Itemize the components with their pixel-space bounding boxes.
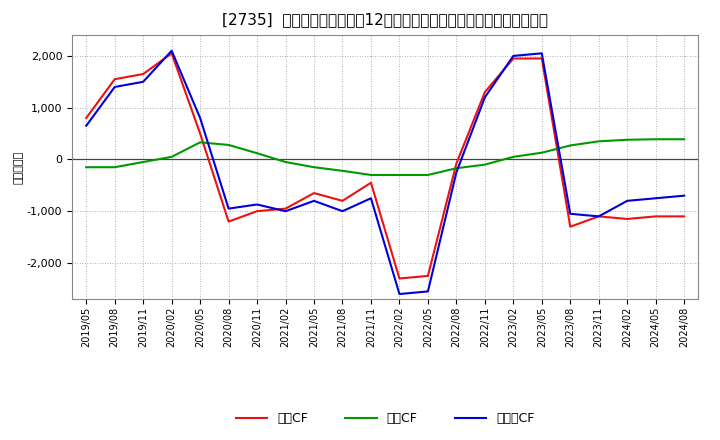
Title: [2735]  キャッシュフローの12か月移動合計の対前年同期増減額の推移: [2735] キャッシュフローの12か月移動合計の対前年同期増減額の推移 [222,12,548,27]
営業CF [253,209,261,214]
フリーCF [366,196,375,201]
投資CF [366,172,375,178]
投資CF [225,142,233,147]
営業CF [196,131,204,136]
営業CF [167,51,176,56]
フリーCF [623,198,631,203]
投資CF [253,150,261,156]
フリーCF [480,95,489,100]
営業CF [509,56,518,61]
投資CF [509,154,518,159]
投資CF [480,162,489,167]
投資CF [680,136,688,142]
フリーCF [338,209,347,214]
営業CF [680,214,688,219]
フリーCF [509,53,518,59]
投資CF [395,172,404,178]
フリーCF [310,198,318,203]
投資CF [282,159,290,165]
投資CF [338,168,347,173]
フリーCF [680,193,688,198]
営業CF [423,273,432,279]
営業CF [480,89,489,95]
投資CF [537,150,546,155]
営業CF [82,115,91,121]
Line: 営業CF: 営業CF [86,53,684,279]
投資CF [452,165,461,171]
フリーCF [652,196,660,201]
フリーCF [82,123,91,128]
投資CF [139,159,148,165]
フリーCF [110,84,119,90]
投資CF [595,139,603,144]
営業CF [282,206,290,211]
営業CF [566,224,575,229]
投資CF [566,143,575,148]
営業CF [537,56,546,61]
Line: 投資CF: 投資CF [86,139,684,175]
営業CF [338,198,347,203]
フリーCF [595,214,603,219]
フリーCF [139,79,148,84]
フリーCF [566,211,575,216]
フリーCF [452,170,461,175]
営業CF [139,71,148,77]
投資CF [196,140,204,145]
投資CF [423,172,432,178]
営業CF [395,276,404,281]
営業CF [110,77,119,82]
Legend: 営業CF, 投資CF, フリーCF: 営業CF, 投資CF, フリーCF [231,407,539,430]
投資CF [652,136,660,142]
フリーCF [395,291,404,297]
営業CF [310,191,318,196]
営業CF [652,214,660,219]
営業CF [595,214,603,219]
投資CF [623,137,631,143]
投資CF [82,165,91,170]
フリーCF [423,289,432,294]
フリーCF [282,209,290,214]
営業CF [623,216,631,222]
投資CF [167,154,176,159]
営業CF [366,180,375,185]
フリーCF [253,202,261,207]
Y-axis label: （百万円）: （百万円） [14,150,24,184]
Line: フリーCF: フリーCF [86,51,684,294]
投資CF [110,165,119,170]
フリーCF [225,206,233,211]
営業CF [225,219,233,224]
フリーCF [167,48,176,53]
フリーCF [537,51,546,56]
営業CF [452,161,461,166]
投資CF [310,165,318,170]
フリーCF [196,115,204,121]
